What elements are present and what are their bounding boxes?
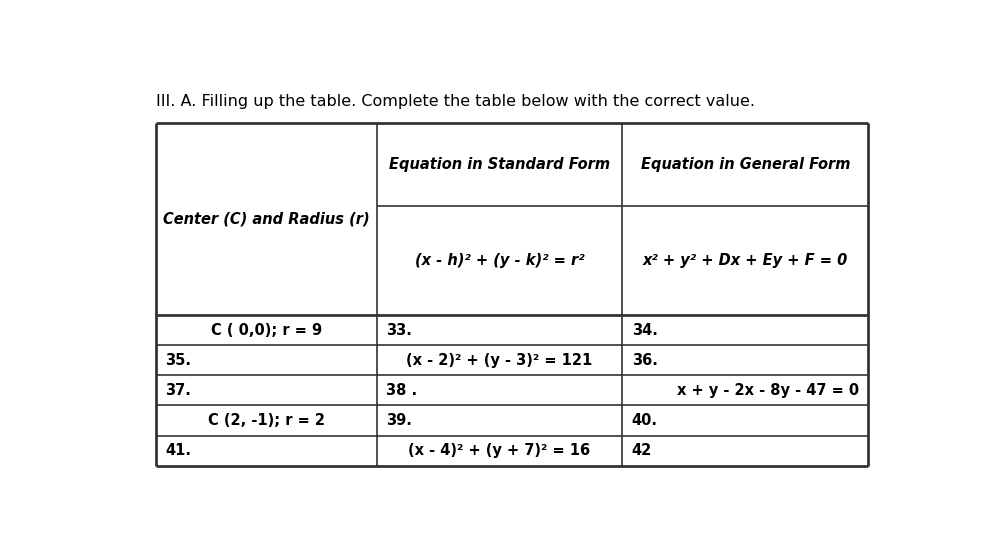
Text: 36.: 36. <box>631 353 657 368</box>
Text: (x - 4)² + (y + 7)² = 16: (x - 4)² + (y + 7)² = 16 <box>409 443 590 458</box>
Text: x + y - 2x - 8y - 47 = 0: x + y - 2x - 8y - 47 = 0 <box>676 383 859 398</box>
Text: Equation in Standard Form: Equation in Standard Form <box>389 157 610 172</box>
Text: 35.: 35. <box>165 353 191 368</box>
Text: C ( 0,0); r = 9: C ( 0,0); r = 9 <box>211 322 322 338</box>
Text: 38 .: 38 . <box>386 383 417 398</box>
Text: 34.: 34. <box>631 322 657 338</box>
Text: Equation in General Form: Equation in General Form <box>640 157 850 172</box>
Text: 37.: 37. <box>165 383 191 398</box>
Text: x² + y² + Dx + Ey + F = 0: x² + y² + Dx + Ey + F = 0 <box>642 253 848 268</box>
Text: 39.: 39. <box>386 413 412 428</box>
Text: 33.: 33. <box>386 322 412 338</box>
Text: III. A. Filling up the table. Complete the table below with the correct value.: III. A. Filling up the table. Complete t… <box>156 94 755 109</box>
Text: 41.: 41. <box>165 443 191 458</box>
Text: 42: 42 <box>631 443 652 458</box>
Text: (x - h)² + (y - k)² = r²: (x - h)² + (y - k)² = r² <box>415 253 584 268</box>
Text: (x - 2)² + (y - 3)² = 121: (x - 2)² + (y - 3)² = 121 <box>407 353 592 368</box>
Text: 40.: 40. <box>631 413 657 428</box>
Text: Center (C) and Radius (r): Center (C) and Radius (r) <box>163 212 370 227</box>
Text: C (2, -1); r = 2: C (2, -1); r = 2 <box>208 413 325 428</box>
